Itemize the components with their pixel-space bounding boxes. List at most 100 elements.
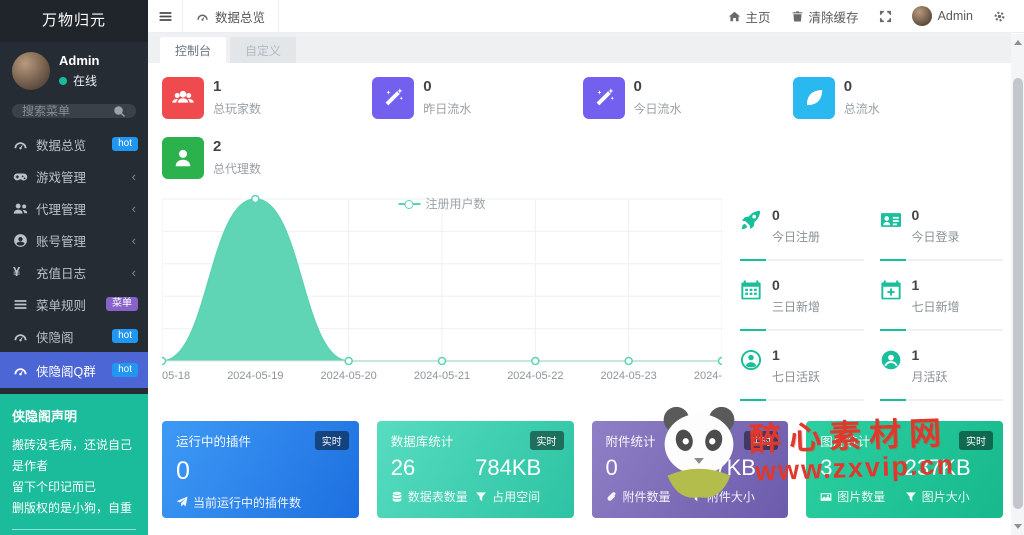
avatar	[911, 6, 932, 26]
avatar[interactable]	[12, 52, 50, 90]
mini-stat-7day-new: 1 七日新增	[879, 269, 1003, 331]
stat-total-flow: 0 总流水	[792, 73, 1003, 123]
chart-x-axis-labels: 2024-05-18 2024-05-19 2024-05-20 2024-05-21…	[162, 368, 722, 384]
notice-line: 留下个印记而已	[12, 479, 97, 494]
funnel-icon	[905, 491, 917, 503]
mini-stat-7day-active: 1 七日活跃	[740, 339, 864, 401]
area-chart-canvas	[157, 194, 727, 366]
rocket-icon	[740, 209, 762, 231]
user-name: Admin	[59, 53, 100, 68]
legend-label: 注册用户数	[425, 197, 486, 211]
trash-icon	[791, 10, 804, 23]
fullscreen-button[interactable]	[869, 0, 902, 32]
stat-total-agents: 2 总代理数	[162, 133, 372, 183]
card-database-stats: 数据库统计 实时 26 数据表数量 784KB 占用空间	[376, 421, 574, 518]
sidebar-toggle-button[interactable]	[148, 0, 182, 32]
gauge-icon	[13, 363, 28, 378]
registered-users-chart: 注册用户数 2024-05-182024-05-192024-05-202024…	[157, 193, 727, 409]
calendar-icon	[740, 279, 762, 301]
expand-icon	[879, 10, 892, 23]
stat-total-players: 1 总玩家数	[162, 73, 372, 123]
users-icon	[13, 201, 28, 216]
copyright-notice: 侠隐阁声明 搬砖没毛病，还说自己是作者 留下个印记而已 删版权的是小狗，自重 所…	[0, 394, 148, 535]
tab-console[interactable]: 控制台	[160, 37, 227, 63]
user-circle-icon	[13, 233, 28, 248]
clear-cache-button[interactable]: 清除缓存	[781, 0, 869, 32]
image-icon	[820, 491, 832, 503]
chevron-left-icon: ‹	[131, 232, 136, 248]
magic-wand-icon	[382, 87, 404, 109]
sidebar-item-agent-mgmt[interactable]: 代理管理 ‹	[0, 192, 148, 224]
scrollbar-thumb[interactable]	[1012, 78, 1023, 509]
gauge-icon	[13, 329, 28, 344]
scroll-down-arrow[interactable]	[1014, 524, 1022, 529]
sub-tabbar: 控制台 自定义	[148, 33, 1011, 63]
tab-custom[interactable]: 自定义	[230, 37, 297, 63]
gears-icon	[993, 10, 1006, 23]
vertical-scrollbar[interactable]	[1011, 34, 1024, 535]
settings-button[interactable]	[983, 0, 1016, 32]
database-icon	[391, 491, 403, 503]
user-outline-icon	[740, 349, 762, 371]
sidebar-item-data-overview[interactable]: 数据总览 hot	[0, 128, 148, 160]
sidebar-item-account-mgmt[interactable]: 账号管理 ‹	[0, 224, 148, 256]
mini-stat-3day-new: 0 三日新增	[740, 269, 864, 331]
home-icon	[728, 10, 741, 23]
brand-title: 万物归元	[0, 0, 148, 42]
legend-marker-icon	[398, 199, 421, 209]
menu-search[interactable]	[12, 104, 136, 118]
x-tick-label: 2024-05-24	[693, 370, 722, 382]
notice-line: 删版权的是小狗，自重	[12, 500, 133, 515]
x-tick-label: 2024-05-18	[162, 370, 191, 382]
chart-legend[interactable]: 注册用户数	[398, 195, 486, 212]
sidebar-menu: 数据总览 hot 游戏管理 ‹ 代理管理 ‹ 账号管理 ‹ ¥ 充值日志	[0, 128, 148, 388]
gamepad-icon	[13, 169, 28, 184]
gauge-icon	[196, 10, 209, 23]
user-circle-filled-icon	[880, 349, 902, 371]
sidebar-item-game-mgmt[interactable]: 游戏管理 ‹	[0, 160, 148, 192]
gauge-icon	[13, 137, 28, 152]
mini-stat-today-register: 0 今日注册	[740, 199, 864, 261]
chevron-left-icon: ‹	[131, 200, 136, 216]
stat-yesterday-flow: 0 昨日流水	[372, 73, 582, 123]
sidebar-item-xiayinge[interactable]: 侠隐阁 hot	[0, 320, 148, 352]
card-attachment-stats: 附件统计 实时 0 附件数量 237KB 附件大小	[591, 421, 789, 518]
funnel-icon	[475, 491, 487, 503]
id-card-icon	[880, 209, 902, 231]
users-group-icon	[172, 87, 194, 109]
top-navbar: 数据总览 主页 清除缓存 Admin	[148, 0, 1024, 33]
chevron-left-icon: ‹	[131, 168, 136, 184]
funnel-icon	[690, 491, 702, 503]
sidebar: 万物归元 Admin 在线 数据总览 hot 游戏管理	[0, 0, 148, 535]
sidebar-item-menu-rules[interactable]: 菜单规则 菜单	[0, 288, 148, 320]
hot-badge: hot	[112, 137, 138, 151]
status-label: 在线	[73, 74, 98, 88]
online-dot	[59, 76, 67, 85]
user-name: Admin	[937, 9, 973, 23]
notice-line: 搬砖没毛病，还说自己是作者	[12, 437, 133, 473]
user-menu[interactable]: Admin	[902, 0, 983, 32]
user-panel: Admin 在线	[0, 42, 148, 98]
sidebar-item-recharge-log[interactable]: ¥ 充值日志 ‹	[13, 263, 136, 281]
mini-stat-today-login: 0 今日登录	[879, 199, 1003, 261]
notice-title: 侠隐阁声明	[12, 409, 78, 424]
realtime-badge: 实时	[959, 431, 993, 450]
card-running-plugins: 运行中的插件 实时 0 当前运行中的插件数	[162, 421, 359, 518]
x-tick-label: 2024-05-23	[600, 370, 657, 382]
x-tick-label: 2024-05-22	[507, 370, 564, 382]
x-tick-label: 2024-05-20	[320, 370, 377, 382]
main-area: 数据总览 主页 清除缓存 Admin	[148, 0, 1024, 535]
stat-today-flow: 0 今日流水	[582, 73, 793, 123]
yen-icon: ¥	[13, 263, 21, 279]
notice-divider	[12, 528, 136, 530]
x-tick-label: 2024-05-21	[413, 370, 471, 382]
sidebar-item-xiayinge-qgroup[interactable]: 侠隐阁Q群 hot	[0, 352, 148, 388]
search-input[interactable]	[22, 104, 113, 118]
nav-tab-data-overview[interactable]: 数据总览	[182, 0, 280, 32]
home-button[interactable]: 主页	[718, 0, 781, 32]
search-icon	[113, 105, 126, 118]
scroll-up-arrow[interactable]	[1014, 40, 1022, 45]
hot-badge: hot	[112, 363, 138, 377]
leaf-icon	[803, 87, 825, 109]
